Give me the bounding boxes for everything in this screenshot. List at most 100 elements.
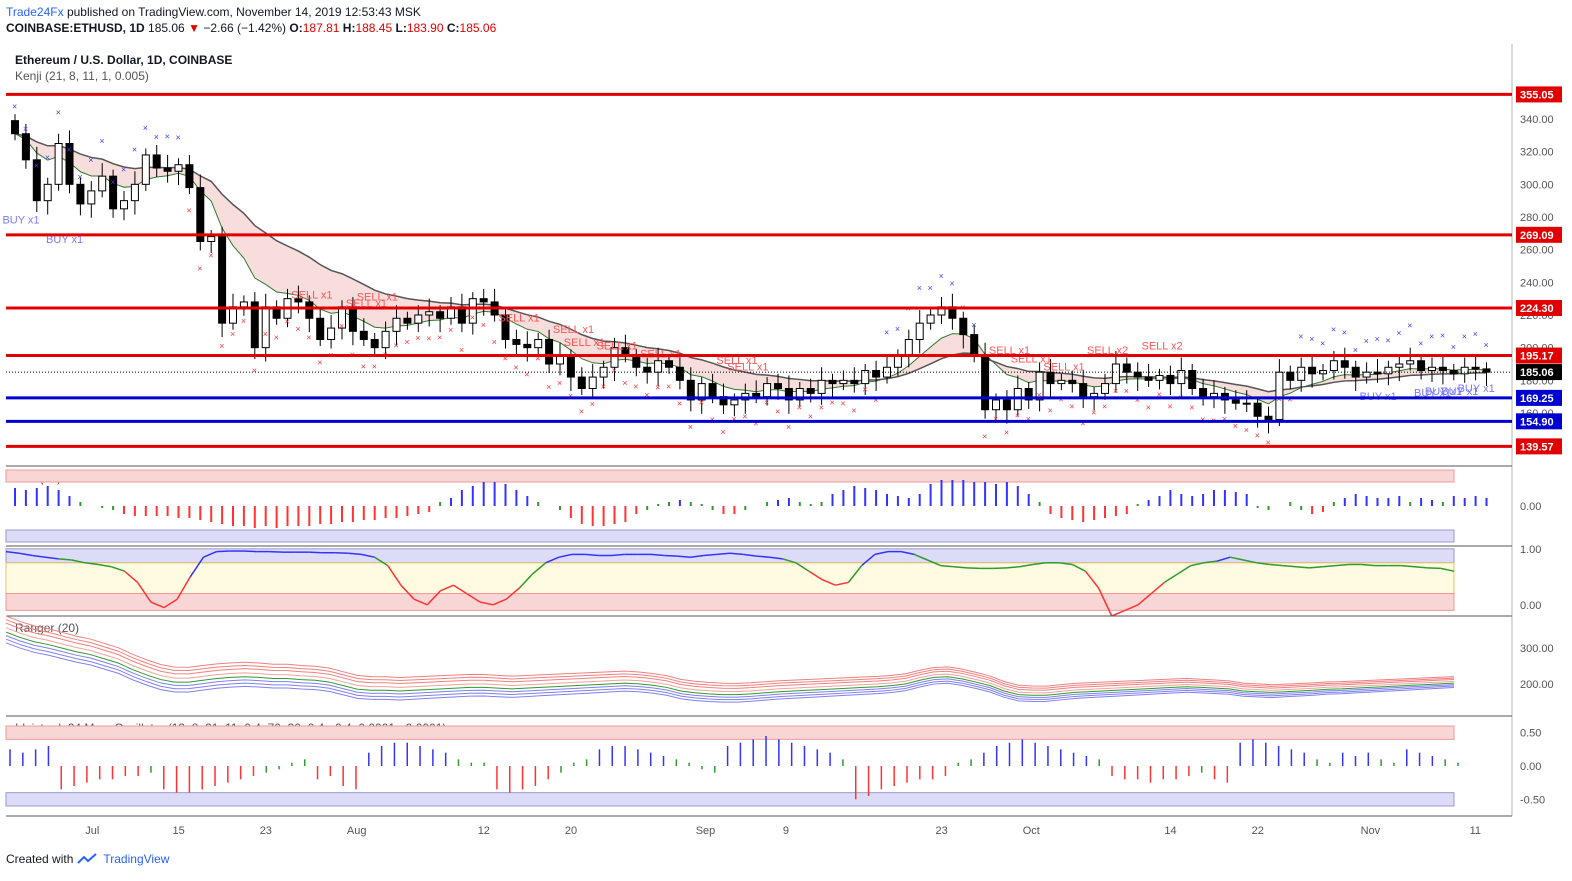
tdi-line-segment [335, 551, 349, 555]
sell-marker: × [208, 251, 213, 261]
candle-body [98, 175, 107, 192]
tdi-line-segment [993, 567, 1007, 570]
tdi-line-segment [374, 556, 389, 567]
candle-body [1090, 392, 1099, 398]
price-tick-label: 340.00 [1520, 114, 1554, 126]
candle-body [556, 355, 564, 365]
candle-body [872, 370, 881, 378]
time-tick-label: Nov [1361, 825, 1381, 837]
sell-marker: × [481, 320, 486, 330]
candle-body [1242, 402, 1251, 405]
tdi-line-segment [861, 553, 876, 567]
sell-marker: × [404, 337, 409, 347]
sell-marker: × [830, 398, 835, 408]
open-label: O: [289, 21, 303, 35]
candle-body [566, 355, 575, 378]
candle-body [1329, 360, 1338, 372]
sell-marker: × [317, 358, 322, 368]
tdi-line-segment [269, 550, 283, 553]
price-tick-label: 320.00 [1520, 147, 1554, 159]
candle-body [806, 388, 815, 394]
candle-body [250, 301, 259, 349]
candle-body [1417, 360, 1426, 372]
tdi-line-segment [966, 567, 981, 570]
tdi-line-segment [1295, 565, 1310, 569]
sell-marker: × [1004, 428, 1009, 438]
candle-body [1177, 370, 1186, 385]
change-value: −2.66 (−1.42%) [203, 21, 287, 35]
sell-marker: × [612, 366, 617, 376]
buy-marker: × [939, 271, 944, 281]
sell-marker: × [808, 411, 813, 421]
candle-body [1068, 379, 1077, 385]
tdi-line-segment [1071, 563, 1086, 572]
tradingview-brand[interactable]: TradingView [103, 852, 170, 866]
buy-marker: × [121, 165, 126, 175]
candle-body [1449, 370, 1458, 375]
candle-body [970, 334, 979, 357]
buy-marker: × [56, 108, 61, 118]
publisher-link[interactable]: Trade24Fx [6, 5, 64, 19]
candle-body [763, 383, 772, 398]
candle-body [1264, 415, 1273, 421]
sell-marker: × [1266, 438, 1271, 448]
tdi-line-segment [1137, 593, 1152, 606]
time-tick-label: 23 [260, 825, 272, 837]
level-price-tag [1516, 389, 1562, 406]
signal-label: BUY x1 [1425, 386, 1462, 398]
sell-marker: × [775, 407, 780, 417]
buy-marker: × [45, 152, 50, 162]
last-price: 185.06 [148, 21, 185, 35]
candle-body [1406, 360, 1415, 365]
level-price-label: 154.90 [1520, 416, 1554, 428]
tdi-line-segment [1243, 559, 1257, 564]
level-price-tag [1516, 86, 1562, 103]
candle-body [294, 298, 303, 303]
buy-marker: × [917, 283, 922, 293]
sell-marker: × [622, 378, 627, 388]
candle-body [632, 355, 641, 368]
sell-marker: × [426, 334, 431, 344]
sell-marker: × [546, 382, 551, 392]
candle-body [43, 183, 52, 202]
buy-marker: × [928, 283, 933, 293]
tdi-line-segment [123, 570, 139, 583]
buy-marker: × [165, 131, 170, 141]
tdi-line-segment [176, 576, 191, 600]
candle-body [893, 355, 902, 368]
created-with-text: Created with [6, 852, 74, 866]
buy-marker: × [1309, 334, 1314, 344]
sell-marker: × [197, 264, 202, 274]
sell-marker: × [230, 329, 235, 339]
candle-body [1362, 371, 1371, 378]
candle-body [817, 379, 826, 394]
candle-body [850, 379, 859, 385]
candle-body [752, 392, 761, 398]
sell-marker: × [840, 398, 845, 408]
level-price-tag [1516, 226, 1562, 243]
candle-body [675, 366, 684, 381]
tdi-line-segment [518, 573, 534, 589]
tdi-line-segment [348, 552, 362, 556]
buy-marker: × [1298, 331, 1303, 341]
candle-body [1428, 366, 1436, 372]
sell-marker: × [579, 407, 584, 417]
tdi-line-segment [769, 556, 783, 560]
tdi-line-segment [1361, 563, 1376, 567]
buy-marker: × [176, 133, 181, 143]
sell-marker: × [797, 403, 802, 413]
buy-marker: × [23, 124, 28, 134]
tdi-middle-band [5, 562, 1455, 595]
tdi-line-segment [189, 556, 205, 578]
tdi-line-segment [32, 554, 46, 558]
tdi-line-segment [835, 581, 849, 586]
candle-body [239, 301, 248, 308]
buy-marker: × [1375, 334, 1380, 344]
candle-body [152, 154, 161, 169]
sell-marker: × [1102, 402, 1107, 412]
tdi-line-segment [387, 565, 402, 586]
candle-body [218, 236, 227, 324]
ranger-line [5, 631, 1455, 696]
sell-marker: × [470, 313, 475, 323]
